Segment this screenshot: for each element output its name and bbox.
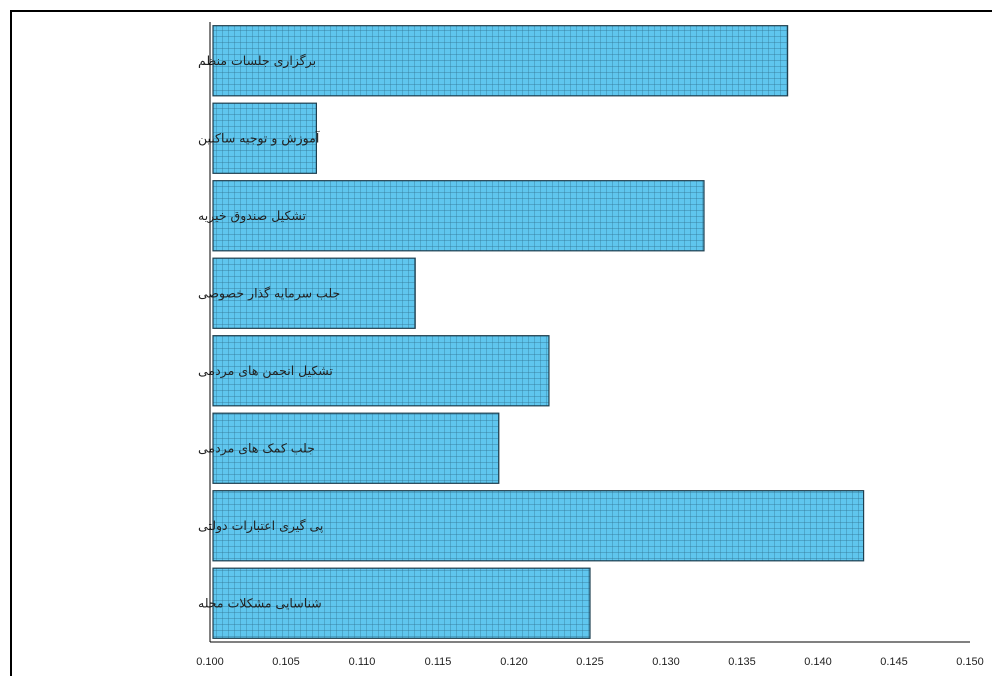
x-tick-label: 0.135 <box>728 656 756 668</box>
category-label: آموزش و توجیه ساکنین <box>198 130 320 146</box>
x-tick-label: 0.100 <box>196 656 224 668</box>
axes-group <box>209 22 970 643</box>
category-label: تشکیل صندوق خیریه <box>198 208 306 224</box>
category-label: برگزاری جلسات منظم <box>198 53 316 69</box>
x-tick-label: 0.130 <box>652 656 680 668</box>
bar <box>212 412 500 484</box>
x-tick-label: 0.105 <box>272 656 300 668</box>
bar <box>212 257 416 329</box>
x-tick-label: 0.150 <box>956 656 984 668</box>
x-tick-labels: 0.100 0.105 0.110 0.115 0.120 0.125 0.130 0.135… <box>196 656 984 668</box>
x-tick-label: 0.145 <box>880 656 908 668</box>
bar <box>212 567 591 639</box>
category-label: جلب سرمایه گذار خصوصی <box>198 285 340 301</box>
bar <box>212 25 789 97</box>
category-label: تشکیل انجمن های مردمی <box>198 363 333 379</box>
bar <box>212 490 865 562</box>
bar <box>212 180 705 252</box>
category-labels: برگزاری جلسات منظم آموزش و توجیه ساکنین تش… <box>198 53 340 611</box>
x-tick-label: 0.120 <box>500 656 528 668</box>
x-tick-label: 0.110 <box>349 656 376 668</box>
bar <box>212 335 550 407</box>
category-label: جلب کمک های مردمی <box>198 440 315 456</box>
bars-group <box>212 25 865 639</box>
category-label: پی گیری اعتبارات دولتی <box>198 518 324 534</box>
category-label: شناسایی مشکلات محله <box>198 595 322 610</box>
x-tick-label: 0.140 <box>804 656 832 668</box>
bar <box>212 102 318 174</box>
x-tick-label: 0.115 <box>425 656 452 668</box>
x-tick-label: 0.125 <box>576 656 604 668</box>
